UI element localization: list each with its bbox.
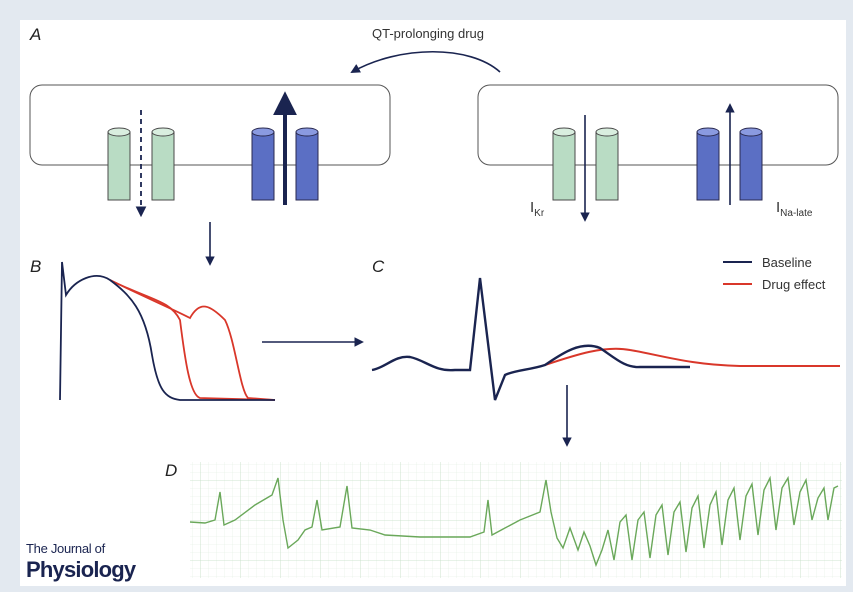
- journal-line1: The Journal of: [26, 541, 106, 556]
- legend-label: Drug effect: [762, 277, 826, 292]
- ecg-trace: [371, 277, 690, 401]
- channel-cap: [739, 127, 763, 137]
- channel: [739, 131, 763, 201]
- cell-membrane: [477, 84, 839, 166]
- channel: [107, 131, 131, 201]
- cell-membrane: [29, 84, 391, 166]
- journal-line2: Physiology: [26, 557, 137, 582]
- current-subscript: Na-late: [780, 208, 813, 219]
- current-symbol: I: [530, 199, 534, 216]
- action-potential: [109, 279, 276, 401]
- current-symbol: I: [776, 199, 780, 216]
- channels: [107, 127, 763, 201]
- ecg-trace: [544, 347, 840, 367]
- current-label: INa-late: [776, 199, 813, 219]
- current-label: IKr: [530, 199, 545, 219]
- current-subscript: Kr: [534, 208, 545, 219]
- panel-label: B: [30, 257, 41, 276]
- channel: [595, 131, 619, 201]
- channel: [151, 131, 175, 201]
- channel-cap: [552, 127, 576, 137]
- panel-label: D: [165, 461, 177, 480]
- drug-label: QT-prolonging drug: [372, 26, 484, 41]
- channel-cap: [107, 127, 131, 137]
- ecg-grid: [190, 462, 842, 578]
- channel: [696, 131, 720, 201]
- channel-cap: [251, 127, 275, 137]
- channel: [552, 131, 576, 201]
- channel-cap: [151, 127, 175, 137]
- panel-label: A: [29, 25, 41, 44]
- ecg-strip: [189, 475, 839, 568]
- drug-arrow: [350, 51, 501, 73]
- channel-cap: [295, 127, 319, 137]
- legend-label: Baseline: [762, 255, 812, 270]
- action-potential: [109, 279, 276, 401]
- action-potential: [59, 261, 275, 401]
- channel: [251, 131, 275, 201]
- panel-label: C: [372, 257, 385, 276]
- channel-cap: [595, 127, 619, 137]
- channel: [295, 131, 319, 201]
- channel-cap: [696, 127, 720, 137]
